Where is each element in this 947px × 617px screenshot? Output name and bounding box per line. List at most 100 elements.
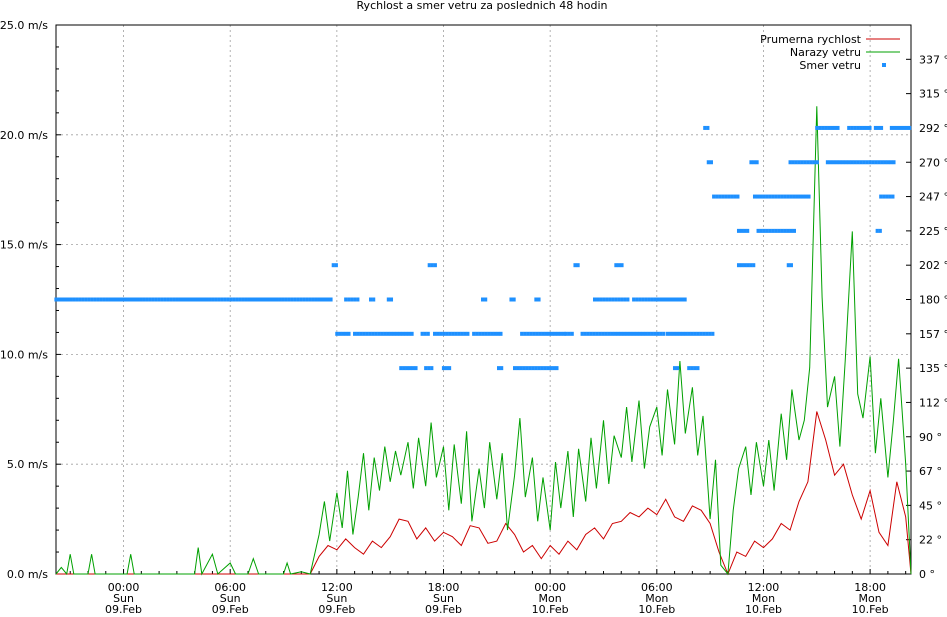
right-tick-label: 112 °	[919, 396, 947, 409]
direction-point	[296, 297, 300, 302]
direction-point	[641, 297, 645, 302]
direction-point	[783, 228, 787, 233]
direction-point	[553, 331, 557, 336]
direction-point	[743, 228, 747, 233]
direction-point	[114, 297, 119, 302]
direction-point	[614, 297, 618, 302]
direction-point	[712, 194, 716, 199]
direction-point	[605, 297, 609, 302]
direction-point	[66, 297, 70, 302]
direction-point	[789, 263, 793, 268]
direction-point	[853, 160, 857, 165]
direction-point	[139, 297, 143, 302]
direction-point	[777, 228, 781, 233]
direction-point	[718, 194, 722, 199]
direction-point	[684, 331, 688, 336]
right-tick-label: 225 °	[919, 225, 947, 238]
direction-point	[755, 160, 759, 165]
direction-point	[592, 331, 596, 336]
left-axis: 0.0 m/s 5.0 m/s 10.0 m/s 15.0 m/s 20.0 m/s 25…	[0, 19, 61, 581]
direction-point	[408, 366, 412, 371]
direction-point	[135, 297, 140, 302]
legend-label: Narazy vetru	[790, 46, 861, 59]
direction-point	[217, 297, 221, 302]
direction-point	[828, 160, 833, 165]
direction-point	[634, 331, 639, 336]
direction-point	[531, 366, 535, 371]
direction-point	[250, 297, 255, 302]
direction-point	[762, 194, 766, 199]
direction-point	[208, 297, 212, 302]
direction-point	[562, 331, 566, 336]
direction-point	[235, 297, 239, 302]
direction-point	[445, 331, 449, 336]
direction-point	[749, 160, 753, 165]
direction-point	[126, 297, 131, 302]
direction-point	[687, 366, 691, 371]
direction-point	[795, 194, 799, 199]
grid	[56, 25, 911, 574]
direction-point	[677, 331, 682, 336]
direction-point	[372, 297, 376, 302]
direction-point	[151, 297, 155, 302]
right-tick-label: 67 °	[919, 465, 942, 478]
direction-point	[265, 297, 270, 302]
direction-point	[401, 331, 405, 336]
direction-point	[746, 263, 750, 268]
direction-point	[622, 331, 627, 336]
direction-point	[690, 366, 694, 371]
direction-point	[736, 263, 741, 268]
direction-point	[771, 194, 775, 199]
direction-point	[475, 331, 479, 336]
x-tick-day: Sun	[113, 592, 134, 605]
direction-point	[96, 297, 100, 302]
direction-point	[715, 194, 719, 199]
direction-point	[411, 366, 415, 371]
direction-point	[259, 297, 264, 302]
direction-point	[699, 331, 703, 336]
direction-point	[638, 297, 642, 302]
direction-point	[404, 331, 408, 336]
direction-point	[75, 297, 79, 302]
direction-point	[244, 297, 248, 302]
direction-point	[356, 297, 360, 302]
direction-point	[326, 297, 330, 302]
direction-point	[786, 194, 790, 199]
direction-point	[433, 263, 437, 268]
direction-point	[497, 366, 501, 371]
direction-point	[169, 297, 173, 302]
direction-point	[69, 297, 73, 302]
direction-point	[659, 331, 663, 336]
x-tick-time: 00:00	[534, 581, 566, 594]
direction-point	[389, 331, 393, 336]
direction-point	[856, 160, 860, 165]
direction-point	[120, 297, 125, 302]
direction-point	[837, 160, 842, 165]
direction-point	[386, 297, 391, 302]
direction-point	[424, 366, 428, 371]
direction-point	[706, 125, 710, 130]
x-tick-day: Sun	[433, 592, 454, 605]
direction-point	[786, 263, 790, 268]
direction-point	[865, 125, 869, 130]
direction-point	[644, 297, 648, 302]
x-tick-day: Mon	[645, 592, 668, 605]
direction-point	[454, 331, 458, 336]
right-tick-label: 45 °	[919, 499, 942, 512]
direction-point	[791, 160, 795, 165]
right-axis: 0 ° 22 ° 45 ° 67 ° 90 ° 112 ° 135 ° 157 ° 180 ° 2…	[906, 53, 947, 581]
legend-label: Prumerna rychlost	[760, 33, 862, 46]
direction-point	[148, 297, 152, 302]
direction-point	[889, 125, 894, 130]
direction-point	[862, 125, 866, 130]
direction-point	[552, 366, 556, 371]
direction-point	[433, 331, 437, 336]
direction-point	[463, 331, 467, 336]
direction-point	[232, 297, 236, 302]
direction-point	[175, 297, 179, 302]
direction-point	[211, 297, 215, 302]
direction-point	[493, 331, 497, 336]
direction-point	[320, 297, 324, 302]
direction-point	[879, 194, 883, 199]
direction-point	[293, 297, 297, 302]
